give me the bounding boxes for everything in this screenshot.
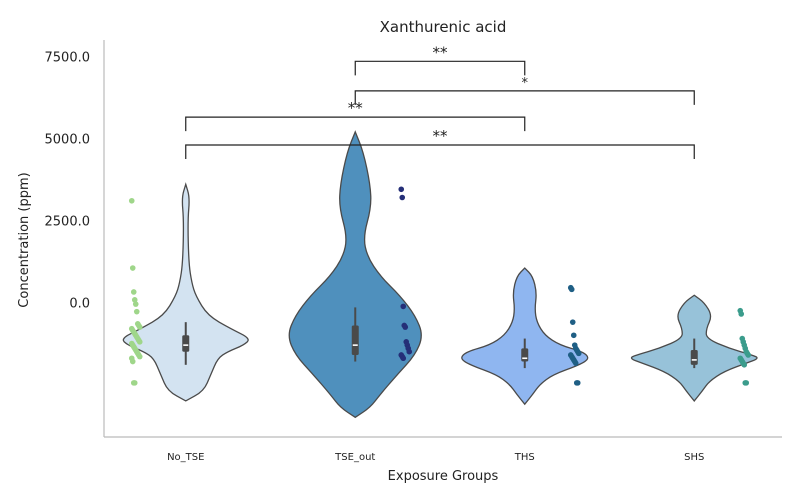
data-point xyxy=(131,297,138,303)
significance-label: * xyxy=(522,76,529,91)
chart-title: Xanthurenic acid xyxy=(380,18,507,36)
data-point xyxy=(398,186,405,193)
data-point xyxy=(128,197,135,204)
iqr-box xyxy=(690,350,698,365)
x-tick-label: THS xyxy=(514,452,535,463)
data-point xyxy=(129,358,136,365)
data-point xyxy=(130,289,137,295)
data-point xyxy=(741,362,748,368)
data-point xyxy=(572,360,579,366)
significance-bracket xyxy=(354,90,695,105)
data-point xyxy=(400,355,407,362)
data-point xyxy=(570,332,577,339)
iqr-box xyxy=(521,348,529,362)
x-tick-label: No_TSE xyxy=(167,452,204,463)
data-point xyxy=(738,311,745,317)
data-point xyxy=(136,324,143,330)
data-point xyxy=(136,353,143,360)
data-point xyxy=(745,352,752,358)
y-tick-label: 5000.0 xyxy=(45,132,91,147)
data-point xyxy=(132,301,139,307)
violin-no-tse xyxy=(122,182,249,402)
data-point xyxy=(406,348,413,355)
x-tick-label: TSE_out xyxy=(334,452,375,463)
significance-bracket xyxy=(354,60,526,76)
violin-tse-out xyxy=(288,130,422,419)
data-point xyxy=(575,350,582,357)
data-point xyxy=(131,380,138,386)
data-point xyxy=(129,265,136,271)
data-point xyxy=(402,324,409,330)
y-tick-label: 0.0 xyxy=(69,296,90,311)
data-point xyxy=(569,319,576,325)
y-tick-label: 7500.0 xyxy=(45,50,91,65)
iqr-box xyxy=(182,335,190,352)
data-point xyxy=(574,380,581,386)
significance-label: ** xyxy=(433,127,449,145)
significance-bracket xyxy=(185,116,526,132)
significance-bracket xyxy=(185,144,695,159)
data-point xyxy=(399,194,406,201)
data-point xyxy=(400,303,407,310)
significance-label: ** xyxy=(433,43,449,61)
data-point xyxy=(743,380,750,386)
iqr-box xyxy=(351,325,359,355)
data-point xyxy=(136,339,143,345)
violin-ths xyxy=(461,267,589,406)
y-axis-label: Concentration (ppm) xyxy=(17,172,32,307)
x-axis-label: Exposure Groups xyxy=(388,469,499,484)
data-point xyxy=(568,286,575,293)
x-tick-label: SHS xyxy=(684,452,704,463)
y-tick-label: 2500.0 xyxy=(45,214,91,229)
data-point xyxy=(133,308,140,315)
significance-label: ** xyxy=(348,99,364,117)
